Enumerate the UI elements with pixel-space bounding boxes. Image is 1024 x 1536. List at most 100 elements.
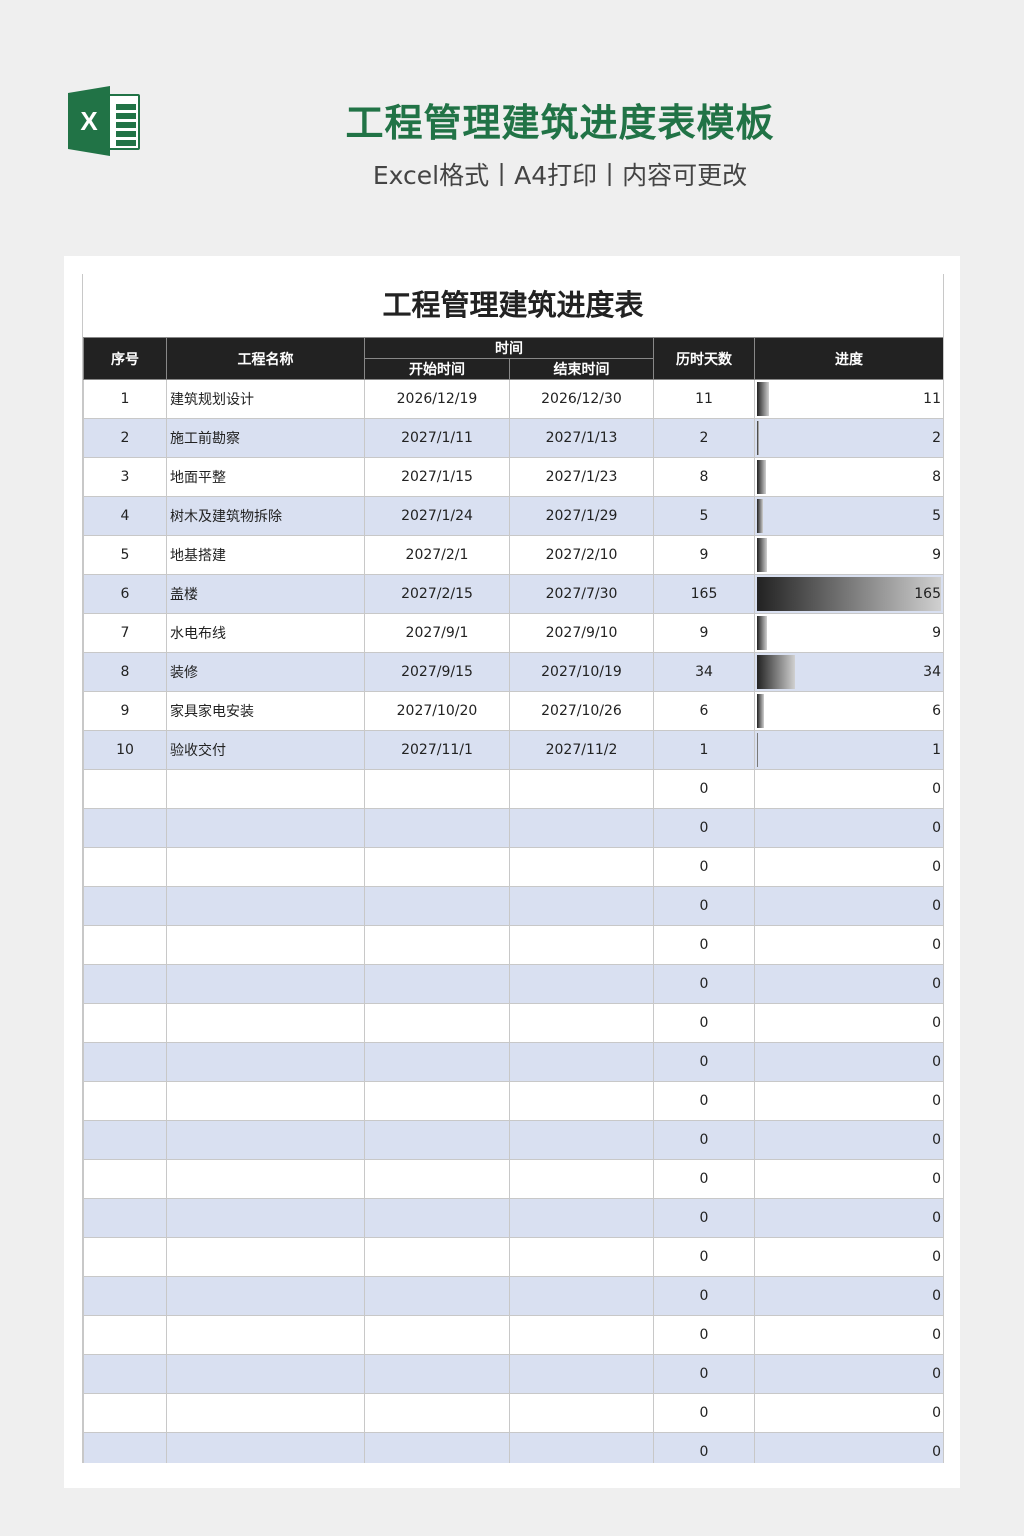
- cell-days: 0: [653, 808, 755, 848]
- cell-days: 0: [653, 964, 755, 1004]
- table-row: 3 地面平整 2027/1/15 2027/1/23 8 8: [83, 457, 943, 497]
- cell-index: 10: [83, 730, 167, 770]
- cell-name: 地面平整: [166, 457, 365, 497]
- cell-days: 1: [653, 730, 755, 770]
- page-title: 工程管理建筑进度表模板: [345, 101, 775, 145]
- cell-name: 建筑规划设计: [166, 379, 365, 419]
- cell-end: [509, 769, 654, 809]
- cell-end: [509, 1042, 654, 1082]
- cell-start: [364, 1003, 510, 1043]
- cell-start: 2027/9/1: [364, 613, 510, 653]
- cell-end: 2027/1/13: [509, 418, 654, 458]
- cell-days: 0: [653, 886, 755, 926]
- cell-start: [364, 808, 510, 848]
- cell-start: 2027/1/15: [364, 457, 510, 497]
- cell-progress: 6: [754, 691, 943, 731]
- cell-start: 2027/1/11: [364, 418, 510, 458]
- progress-bar: [757, 538, 768, 572]
- col-progress: 进度: [754, 337, 943, 380]
- cell-index: 8: [83, 652, 167, 692]
- col-time: 时间: [364, 337, 654, 359]
- cell-start: [364, 1315, 510, 1355]
- progress-bar: [757, 655, 795, 689]
- cell-days: 0: [653, 1198, 755, 1238]
- cell-end: 2027/1/29: [509, 496, 654, 536]
- document-card: 工程管理建筑进度表 序号 工程名称 时间 历时天数 进度 开始时间 结束时间 1…: [64, 256, 960, 1488]
- cell-days: 165: [653, 574, 755, 614]
- cell-progress: 0: [754, 964, 943, 1004]
- cell-days: 34: [653, 652, 755, 692]
- cell-name: [166, 1120, 365, 1160]
- cell-end: [509, 1120, 654, 1160]
- cell-start: 2027/2/15: [364, 574, 510, 614]
- cell-progress: 0: [754, 925, 943, 965]
- cell-index: [83, 1315, 167, 1355]
- progress-bar: [757, 616, 768, 650]
- cell-end: [509, 1276, 654, 1316]
- cell-name: 树木及建筑物拆除: [166, 496, 365, 536]
- progress-value: 0: [932, 1327, 941, 1343]
- table-row: 1 建筑规划设计 2026/12/19 2026/12/30 11 11: [83, 379, 943, 419]
- cell-days: 0: [653, 1276, 755, 1316]
- cell-name: 施工前勘察: [166, 418, 365, 458]
- progress-value: 0: [932, 1405, 941, 1421]
- cell-index: [83, 964, 167, 1004]
- cell-name: [166, 925, 365, 965]
- progress-bar: [757, 460, 766, 494]
- cell-progress: 0: [754, 886, 943, 926]
- cell-progress: 165: [754, 574, 943, 614]
- cell-index: [83, 1354, 167, 1394]
- cell-progress: 34: [754, 652, 943, 692]
- cell-index: 2: [83, 418, 167, 458]
- cell-start: [364, 925, 510, 965]
- cell-start: [364, 1042, 510, 1082]
- table-row: 4 树木及建筑物拆除 2027/1/24 2027/1/29 5 5: [83, 496, 943, 536]
- progress-value: 9: [932, 547, 941, 563]
- cell-index: 5: [83, 535, 167, 575]
- cell-index: [83, 925, 167, 965]
- cell-progress: 0: [754, 1393, 943, 1433]
- cell-progress: 0: [754, 1237, 943, 1277]
- cell-name: 验收交付: [166, 730, 365, 770]
- cell-end: 2026/12/30: [509, 379, 654, 419]
- cell-index: [83, 847, 167, 887]
- cell-end: [509, 1432, 654, 1463]
- cell-start: [364, 1237, 510, 1277]
- table-title: 工程管理建筑进度表: [382, 288, 644, 322]
- cell-days: 2: [653, 418, 755, 458]
- progress-value: 2: [932, 430, 941, 446]
- cell-name: [166, 964, 365, 1004]
- cell-start: [364, 847, 510, 887]
- progress-value: 0: [932, 1288, 941, 1304]
- cell-index: [83, 1198, 167, 1238]
- cell-progress: 9: [754, 613, 943, 653]
- cell-name: [166, 1081, 365, 1121]
- cell-name: [166, 1159, 365, 1199]
- table-row: 5 地基搭建 2027/2/1 2027/2/10 9 9: [83, 535, 943, 575]
- cell-progress: 11: [754, 379, 943, 419]
- cell-end: 2027/10/19: [509, 652, 654, 692]
- table-row: 8 装修 2027/9/15 2027/10/19 34 34: [83, 652, 943, 692]
- progress-value: 165: [914, 586, 941, 602]
- cell-progress: 9: [754, 535, 943, 575]
- cell-name: [166, 886, 365, 926]
- cell-index: 6: [83, 574, 167, 614]
- excel-icon: X: [68, 86, 142, 156]
- cell-progress: 0: [754, 1003, 943, 1043]
- cell-index: 9: [83, 691, 167, 731]
- cell-index: [83, 1237, 167, 1277]
- progress-bar: [757, 421, 760, 455]
- cell-end: [509, 925, 654, 965]
- cell-start: [364, 964, 510, 1004]
- progress-value: 6: [932, 703, 941, 719]
